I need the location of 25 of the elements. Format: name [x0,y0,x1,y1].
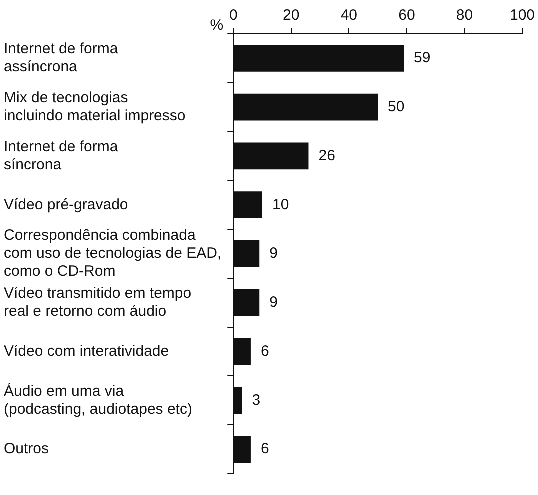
x-tick-label: 100 [510,7,535,24]
data-label: 6 [260,342,270,360]
y-tick-label: Internet de forma síncrona [4,138,119,174]
x-tick-label: 40 [340,7,358,24]
data-label: 9 [270,294,278,312]
data-label: 59 [414,50,431,67]
y-tick-label: Vídeo transmitido em tempo real e retorno com áudio [4,285,192,320]
data-label: 9 [270,245,278,262]
y-tick-label: Internet de forma assíncrona [4,40,119,76]
x-tick-label: 60 [398,7,416,24]
data-label: 3 [252,392,261,409]
data-label: 26 [318,147,336,164]
data-label: 6 [260,440,270,458]
data-label: 50 [388,98,405,116]
y-tick-label: Mix de tecnologias incluindo material impresso [4,89,186,124]
data-label: 10 [272,196,290,214]
x-axis-title: % [210,17,224,34]
y-tick-label: Correspondência combinada com uso de tecnologias de EAD, como o CD-Rom [4,227,222,280]
x-tick-label: 0 [229,7,238,24]
y-tick-label: Áudio em uma via (podcasting, audiotapes etc) [4,382,192,418]
x-tick-label: 80 [456,7,474,24]
x-tick-label: 20 [283,7,300,24]
y-tick-label: Outros [4,440,50,458]
y-tick-label: Vídeo com interatividade [4,342,170,360]
y-tick-label: Vídeo pré-gravado [4,196,128,214]
